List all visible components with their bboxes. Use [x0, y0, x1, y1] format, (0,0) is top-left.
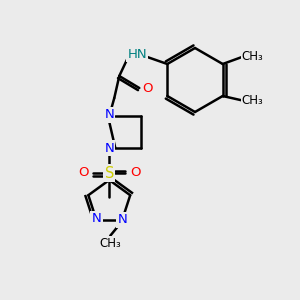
- Text: N: N: [104, 109, 114, 122]
- Text: CH₃: CH₃: [242, 94, 264, 107]
- Text: S: S: [105, 166, 114, 181]
- Text: HN: HN: [128, 47, 147, 61]
- Text: O: O: [78, 167, 88, 179]
- Text: N: N: [104, 142, 114, 154]
- Text: O: O: [130, 167, 140, 179]
- Text: CH₃: CH₃: [99, 237, 121, 250]
- Text: N: N: [117, 213, 127, 226]
- Text: N: N: [92, 212, 101, 225]
- Text: O: O: [142, 82, 152, 94]
- Text: CH₃: CH₃: [242, 50, 264, 62]
